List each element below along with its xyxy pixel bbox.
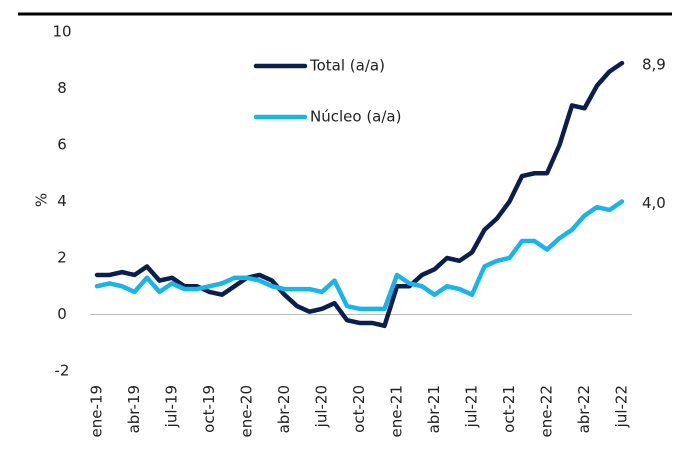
y-tick-label: 2 [57,249,67,267]
x-tick-label: jul-21 [463,385,481,428]
x-tick-label: ene-20 [238,385,256,437]
data-label: 4,0 [642,194,666,212]
y-tick-label: 6 [57,136,67,154]
y-tick-label: 4 [57,192,67,210]
x-tick-label: oct-21 [500,385,518,433]
x-tick-label: jul-22 [613,385,631,428]
x-tick-label: ene-21 [388,385,406,437]
legend-label: Núcleo (a/a) [310,108,401,126]
legend-label: Total (a/a) [309,57,385,75]
x-tick-label: ene-19 [88,385,106,437]
series-line [94,60,625,329]
x-tick-label: abr-21 [425,385,443,433]
x-tick-label: jul-20 [313,385,331,428]
data-label: 8,9 [642,56,666,74]
y-tick-label: 0 [57,305,67,323]
x-tick-label: abr-19 [125,385,143,433]
x-tick-label: oct-19 [200,385,218,433]
y-tick-label: 10 [52,23,71,41]
x-tick-label: jul-19 [163,385,181,428]
x-tick-label: abr-20 [275,385,293,433]
y-tick-label: -2 [55,362,70,380]
x-tick-label: ene-22 [538,385,556,437]
x-tick-label: oct-20 [350,385,368,433]
y-axis-label: % [33,193,51,207]
x-tick-label: abr-22 [575,385,593,433]
y-tick-label: 8 [57,79,67,97]
series-line [94,199,625,312]
